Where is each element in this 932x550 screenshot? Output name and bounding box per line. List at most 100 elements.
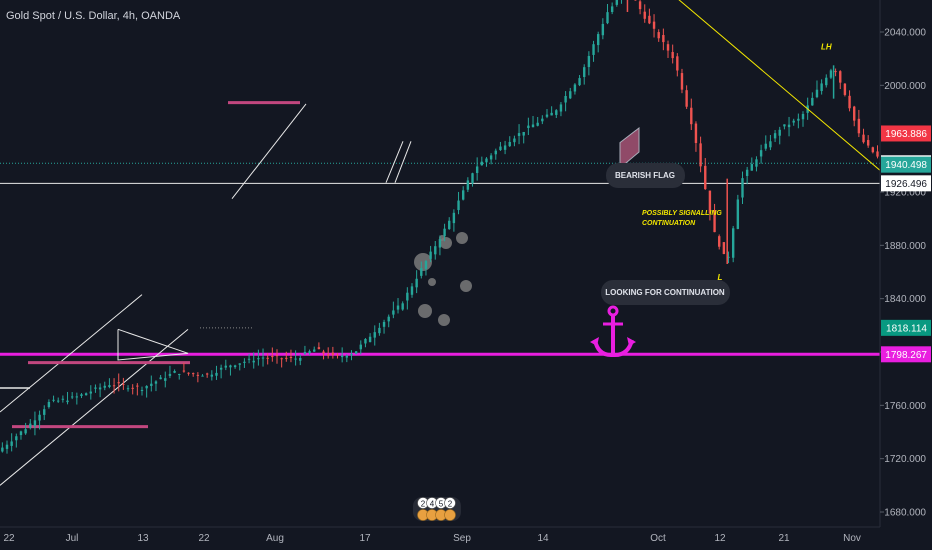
candle-body	[871, 147, 875, 153]
candle-body	[792, 120, 795, 123]
candle-body	[583, 67, 586, 77]
candle-body	[722, 242, 726, 254]
candle-body	[853, 106, 856, 121]
candle-body	[340, 355, 344, 358]
candle-body	[461, 190, 465, 200]
candle-body	[285, 357, 288, 359]
candle-body	[457, 200, 460, 211]
candle-body	[452, 212, 456, 224]
triangle-pattern	[117, 328, 189, 361]
zone-marker-dot	[414, 253, 432, 271]
event-count: 2	[421, 500, 426, 509]
candle-body	[415, 278, 418, 288]
candle-body	[508, 141, 511, 147]
candle-body	[327, 354, 330, 356]
candle-body	[247, 358, 251, 360]
candle-body	[396, 305, 400, 310]
bearish-flag-pill[interactable]	[606, 163, 685, 188]
structure-label: LH	[821, 42, 832, 51]
candle-body	[289, 356, 293, 358]
x-tick-label: Aug	[266, 533, 284, 544]
anchor-fluke	[627, 337, 636, 346]
candle-body	[173, 370, 176, 373]
event-count: 2	[448, 500, 453, 509]
y-tick-label: 1920.000	[884, 187, 926, 198]
x-tick-label: 14	[537, 533, 549, 544]
anchor-fluke	[590, 337, 599, 346]
candle-body	[373, 332, 376, 338]
candle-body	[182, 370, 186, 372]
y-tick-label: 1760.000	[884, 401, 926, 412]
x-tick-label: 22	[3, 533, 15, 544]
candle-body	[52, 399, 55, 401]
candle-body	[638, 1, 642, 10]
candle-body	[219, 367, 223, 370]
candle-body	[252, 360, 255, 363]
flag-note-line: POSSIBLY SIGNALLING	[642, 210, 722, 217]
candle-body	[517, 133, 521, 136]
candle-body	[103, 385, 106, 388]
candle-body	[601, 23, 605, 36]
candle-body	[820, 83, 823, 92]
candle-body	[704, 165, 707, 190]
time-axis-bg	[0, 527, 932, 550]
candle-body	[499, 146, 502, 151]
price-badge	[881, 125, 931, 142]
candle-body	[378, 327, 381, 334]
candle-body	[29, 423, 32, 428]
flag-line	[394, 141, 412, 183]
candle-body	[201, 375, 204, 377]
continuation-pill[interactable]	[601, 280, 730, 305]
candle-body	[410, 286, 414, 295]
candle-body	[876, 151, 879, 157]
candle-body	[750, 164, 754, 171]
candle-body	[98, 387, 102, 390]
candle-body	[192, 373, 195, 375]
zone-marker-dot	[456, 232, 468, 244]
candle-body	[350, 353, 353, 356]
structure-label: L	[717, 273, 722, 282]
candle-body	[569, 91, 572, 99]
candle-body	[387, 316, 390, 322]
candle-body	[522, 131, 525, 136]
candle-body	[140, 389, 144, 391]
candle-body	[33, 420, 37, 427]
candle-body	[503, 145, 507, 150]
forecast-path	[678, 0, 932, 216]
candle-body	[485, 158, 488, 163]
candle-body	[489, 155, 493, 160]
price-badge-label: 1940.498	[885, 160, 927, 171]
candle-body	[401, 303, 404, 310]
candle-body	[406, 292, 409, 301]
candle-body	[699, 143, 702, 167]
candle-body	[610, 6, 614, 13]
candle-body	[643, 11, 646, 19]
candle-body	[66, 400, 69, 403]
candle-body	[266, 357, 269, 359]
candle-body	[112, 385, 116, 387]
candle-body	[150, 383, 153, 386]
candle-body	[811, 97, 814, 106]
candle-body	[559, 104, 563, 112]
candle-body	[84, 393, 88, 396]
candle-body	[47, 401, 51, 408]
candle-body	[466, 180, 470, 190]
candle-body	[718, 236, 721, 247]
candle-body	[122, 383, 125, 385]
candle-body	[769, 141, 772, 148]
candle-body	[24, 429, 27, 434]
candle-body	[801, 113, 805, 120]
candle-body	[862, 134, 865, 143]
zone-marker-dot	[438, 314, 450, 326]
candle-body	[564, 95, 567, 103]
candle-body	[652, 21, 656, 29]
event-circle[interactable]	[444, 497, 456, 509]
candle-body	[834, 71, 837, 73]
anchor-arms	[593, 339, 634, 358]
candle-body	[592, 44, 595, 55]
x-tick-label: Sep	[453, 533, 471, 544]
candle-body	[494, 150, 497, 155]
candle-body	[80, 394, 83, 396]
trend-line	[231, 103, 307, 199]
